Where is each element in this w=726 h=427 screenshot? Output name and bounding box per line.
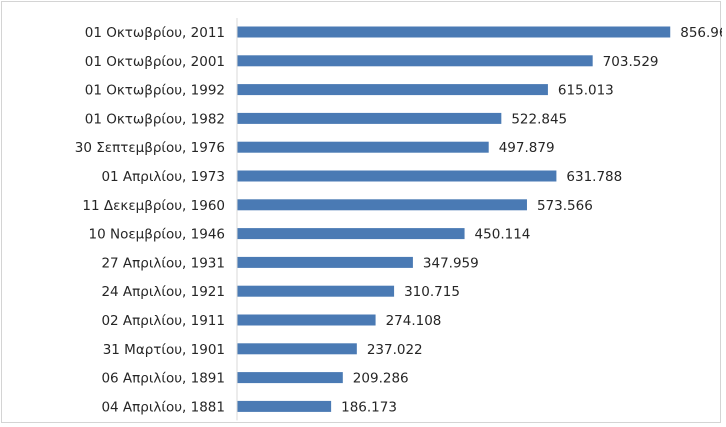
category-label-2: 01 Οκτωβρίου, 1992 xyxy=(85,83,225,99)
value-label-12: 209.286 xyxy=(353,371,409,387)
bar-13 xyxy=(237,400,332,412)
bar-0 xyxy=(237,26,671,38)
value-label-1: 703.529 xyxy=(603,54,659,70)
category-label-5: 01 Απριλίου, 1973 xyxy=(101,169,225,185)
value-label-8: 347.959 xyxy=(423,255,479,271)
bar-5 xyxy=(237,170,557,182)
bar-12 xyxy=(237,372,343,384)
category-label-1: 01 Οκτωβρίου, 2001 xyxy=(85,54,225,70)
category-label-13: 04 Απριλίου, 1881 xyxy=(101,399,225,415)
category-labels: 01 Οκτωβρίου, 2011 01 Οκτωβρίου, 2001 01 Ο… xyxy=(75,25,225,415)
category-label-12: 06 Απριλίου, 1891 xyxy=(101,371,225,387)
value-label-11: 237.022 xyxy=(367,342,423,358)
bar-3 xyxy=(237,112,502,124)
value-label-3: 522.845 xyxy=(511,111,567,127)
bar-4 xyxy=(237,141,489,153)
bar-10 xyxy=(237,314,376,326)
bar-7 xyxy=(237,228,465,240)
value-label-13: 186.173 xyxy=(341,399,397,415)
bar-6 xyxy=(237,199,527,211)
value-label-0: 856.960 xyxy=(680,25,722,41)
value-label-10: 274.108 xyxy=(386,313,442,329)
value-labels: 856.960 703.529 615.013 522.845 497.879 631.7… xyxy=(341,25,722,415)
bars-layer xyxy=(237,26,671,412)
value-label-2: 615.013 xyxy=(558,83,614,99)
category-label-7: 10 Νοεμβρίου, 1946 xyxy=(89,227,225,243)
bar-1 xyxy=(237,55,593,67)
value-label-7: 450.114 xyxy=(475,227,531,243)
category-label-4: 30 Σεπτεμβρίου, 1976 xyxy=(75,140,225,156)
category-label-9: 24 Απριλίου, 1921 xyxy=(101,284,225,300)
bar-11 xyxy=(237,343,357,355)
category-label-6: 11 Δεκεμβρίου, 1960 xyxy=(82,198,225,214)
category-label-11: 31 Μαρτίου, 1901 xyxy=(103,342,225,358)
category-label-3: 01 Οκτωβρίου, 1982 xyxy=(85,111,225,127)
value-label-5: 631.788 xyxy=(566,169,622,185)
value-label-9: 310.715 xyxy=(404,284,460,300)
category-label-8: 27 Απριλίου, 1931 xyxy=(101,255,225,271)
bar-9 xyxy=(237,285,395,297)
value-label-4: 497.879 xyxy=(499,140,555,156)
value-label-6: 573.566 xyxy=(537,198,593,214)
bar-2 xyxy=(237,84,548,96)
category-label-10: 02 Απριλίου, 1911 xyxy=(101,313,225,329)
category-label-0: 01 Οκτωβρίου, 2011 xyxy=(85,25,225,41)
bar-8 xyxy=(237,256,413,268)
